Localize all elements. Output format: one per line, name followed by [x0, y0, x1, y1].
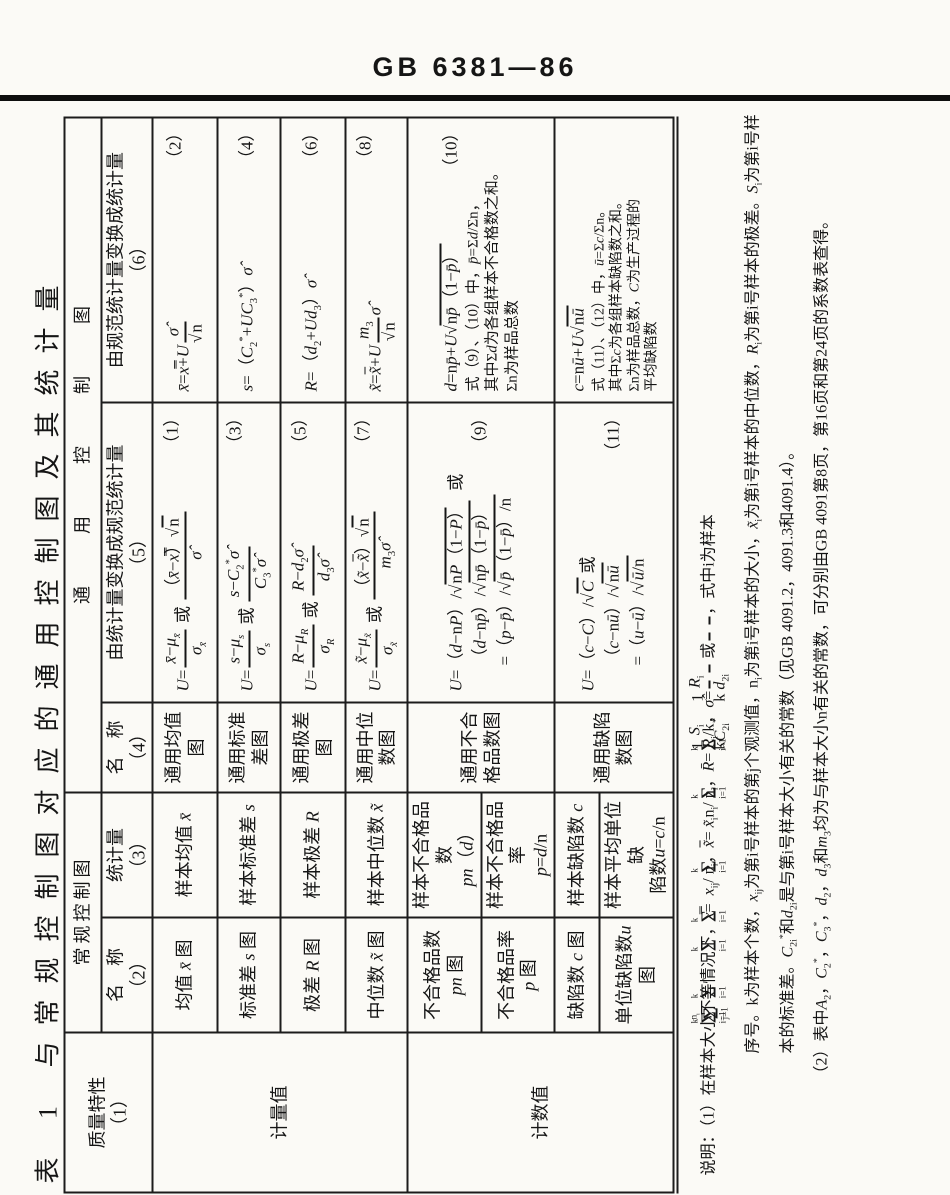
rotated-landscape-sheet: 表 1 与常规控制图对应的通用控制图及其统计量 质量特性 （1） 常规控制图 通用… — [34, 99, 946, 1194]
cell-name2: 不合格品数 pn 图 — [407, 917, 481, 1033]
cell-formula-5: U= s−μs σs 或 s−C2*σ̂ C3*σ̂ （3） — [217, 402, 281, 703]
cell-formula-5: U= R−μR σR 或 R−d2σ̂ d3σ̂ （5） — [280, 402, 346, 703]
cell-name2: 缺陷数 c 图 — [554, 917, 600, 1033]
row-mean-chart: 计量值 均值 x̄ 图 样本均值 x̄ 通用均值图 U= x̄−μx̄ σx̄ 或 … — [152, 117, 408, 1193]
row-stddev-chart: 标准差 s 图 样本标准差 s 通用标准差图 U= s−μs σs 或 s−C2*σ… — [217, 117, 281, 1192]
cell-stat3: 样本缺陷数 c — [554, 792, 600, 918]
cell-name2: 不合格品率 p 图 — [481, 917, 555, 1033]
header-rule — [0, 95, 950, 101]
cell-name4: 通用极差图 — [280, 702, 346, 793]
cell-formula-6: x̄=x̿+U σ̂ √n （2） — [152, 117, 218, 403]
cell-stat3: 样本不合格品率 p=d/n — [481, 792, 555, 918]
cell-name4: 通用标准差图 — [217, 702, 281, 793]
th-conventional-chart-group: 常规控制图 — [64, 792, 102, 1033]
cell-name4: 通用缺陷数图 — [554, 702, 675, 793]
cell-name4: 通用均值图 — [152, 702, 218, 793]
cell-name2: 中位数 x̃ 图 — [345, 917, 408, 1033]
row-range-chart: 极差 R 图 样本极差 R 通用极差图 U= R−μR σR 或 R−d2σ̂ d3σ… — [280, 117, 346, 1192]
row-np-chart: 计数值 不合格品数 pn 图 样本不合格品数 pn（d） 通用不合 格品数图 U=（d… — [407, 117, 675, 1193]
cell-formula-6: c=nū+U√nū 式（11）、（12）中，ū=Σc/Σn。 其中Σc为各组样本缺陷… — [554, 117, 675, 403]
cell-formula-5: U=（d−nP）/√nP（1−P） 或（d−np̄）/√np̄（1−p̄） （9）… — [407, 402, 555, 703]
note-line: 本的标准差。C2i*和d2i是与第i号样本大小有关的常数（见GB 4091.2，… — [777, 443, 800, 1054]
th-statistic-3: 统计量 （3） — [101, 792, 153, 918]
cell-formula-5: U= x̄−μx̄ σx̄ 或 （x̄−x̿）√n σ̂ （1） — [152, 402, 218, 703]
row-median-chart: 中位数 x̃ 图 样本中位数 x̃ 通用中位数图 U= x̃−μx̃ σx̃ 或 （… — [345, 117, 408, 1192]
cell-name2: 均值 x̄ 图 — [152, 917, 218, 1033]
cell-formula-6: x̃=x̃+U m3 √n σ̂ （8） — [345, 117, 408, 403]
cell-name2: 单位缺陷数u 图 — [599, 917, 675, 1033]
cell-stat3: 样本均值 x̄ — [152, 792, 218, 918]
group-label-variables: 计量值 — [152, 1032, 408, 1193]
cell-name2: 标准差 s 图 — [217, 917, 281, 1033]
cell-formula-6: R=（d2+Ud3）σ̂ （6） — [280, 117, 346, 403]
note-line: 序号。k为样本个数，xij为第i号样本的第j个观测值，ni为第i号样本的大小，x… — [744, 114, 765, 1054]
cell-formula-5: U= x̃−μx̃ σx̃ 或 （x̃−x̃）√n m3σ̂ （7） — [345, 402, 408, 703]
cell-stat3: 样本中位数 x̃ — [345, 792, 408, 918]
cell-name4: 通用不合 格品数图 — [407, 702, 555, 793]
cell-name2: 极差 R 图 — [280, 917, 346, 1033]
cell-formula-6: d=np̄+U√np̄（1−p̄） （10） 式（9）、（10）中，p̄=Σd/Σn… — [407, 117, 555, 403]
cell-stat3: 样本标准差 s — [217, 792, 281, 918]
cell-name4: 通用中位数图 — [345, 702, 408, 793]
th-standardized-statistic-5: 由统计量变换成规范统计量 （5） — [101, 402, 153, 703]
table-caption: 表 1 与常规控制图对应的通用控制图及其统计量 — [33, 269, 63, 1184]
note-line: （2）表中A2，C2*，C3*，d2，d3和m3均为与样本大小n有关的常数，可分… — [812, 212, 834, 1082]
th-name-2: 名 称（2） — [101, 917, 153, 1033]
th-name-4: 名 称（4） — [101, 702, 153, 793]
th-universal-chart-group: 通用控制图 — [64, 117, 102, 793]
cell-stat3: 样本不合格品数 pn（d） — [407, 792, 481, 918]
row-c-chart: 缺陷数 c 图 样本缺陷数 c 通用缺陷数图 U=（c−C）/√C 或（c−nū… — [554, 117, 675, 1192]
th-quality-characteristic: 质量特性 （1） — [64, 1032, 153, 1193]
th-back-transform-6: 由规范统计量变换成统计量 （6） — [101, 117, 153, 403]
cell-stat3: 样本极差 R — [280, 792, 346, 918]
standard-number-header: GB 6381—86 — [372, 52, 578, 82]
cell-stat3: 样本平均单位缺 陷数u=c/n — [599, 792, 675, 918]
cell-formula-5: U=（c−C）/√C 或（c−nū）/√nū （11） =（u−ū）/√ū/n — [554, 402, 675, 703]
group-label-attributes: 计数值 — [407, 1032, 675, 1193]
cell-formula-6: s=（C2*+UC3*）σ̂ （4） — [217, 117, 281, 403]
universal-control-chart-table: 质量特性 （1） 常规控制图 通用控制图 名 称（2） 统计量 （3） 名 称（4）… — [63, 116, 678, 1194]
